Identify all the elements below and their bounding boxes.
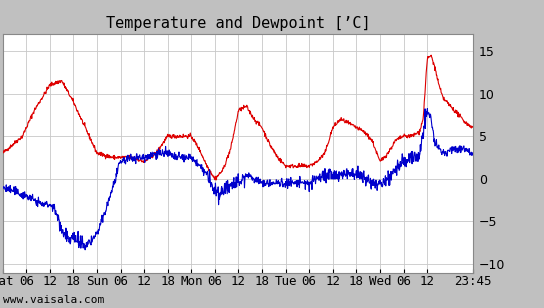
Text: www.vaisala.com: www.vaisala.com — [3, 295, 104, 305]
Title: Temperature and Dewpoint [’C]: Temperature and Dewpoint [’C] — [106, 16, 370, 31]
